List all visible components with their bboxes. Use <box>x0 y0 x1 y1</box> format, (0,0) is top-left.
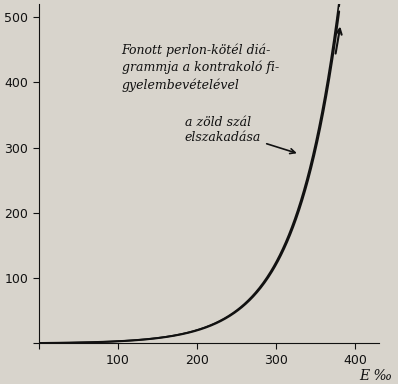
Text: Fonott perlon-kötél diá-
grammja a kontrakoló fi-
gyelembevételével: Fonott perlon-kötél diá- grammja a kontr… <box>122 43 279 92</box>
Text: E ‰: E ‰ <box>359 369 392 383</box>
Text: a zöld szál
elszakadása: a zöld szál elszakadása <box>185 116 295 154</box>
